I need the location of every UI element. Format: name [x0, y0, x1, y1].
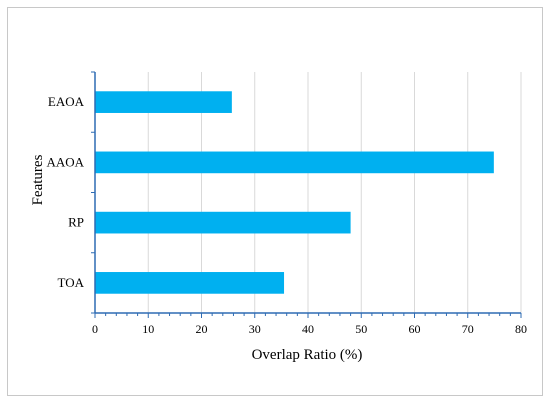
y-category-labels: EAOA AAOA RP TOA: [46, 94, 84, 290]
x-tick-label-70: 70: [462, 322, 474, 336]
bars: [95, 91, 494, 294]
x-axis-title: Overlap Ratio (%): [252, 347, 363, 363]
category-label-toa: TOA: [58, 275, 85, 290]
bar-aaoa: [95, 151, 494, 174]
axes: [91, 71, 522, 318]
bar-rp: [95, 211, 351, 234]
x-tick-label-80: 80: [515, 322, 527, 336]
bar-toa: [95, 272, 285, 294]
category-label-aaoa: AAOA: [46, 154, 84, 169]
x-tick-label-60: 60: [409, 322, 421, 336]
category-label-rp: RP: [68, 215, 84, 230]
x-tick-label-30: 30: [249, 322, 261, 336]
x-tick-labels: 0 10 20 30 40 50 60 70 80: [92, 322, 527, 336]
category-label-eaoa: EAOA: [48, 94, 85, 109]
x-tick-label-50: 50: [355, 322, 367, 336]
x-tick-label-10: 10: [142, 322, 154, 336]
y-axis-title: Features: [30, 154, 46, 205]
chart-frame: [7, 7, 543, 396]
x-tick-label-20: 20: [196, 322, 208, 336]
bar-eaoa: [95, 91, 232, 113]
x-tick-label-0: 0: [92, 322, 98, 336]
x-tick-label-40: 40: [302, 322, 314, 336]
